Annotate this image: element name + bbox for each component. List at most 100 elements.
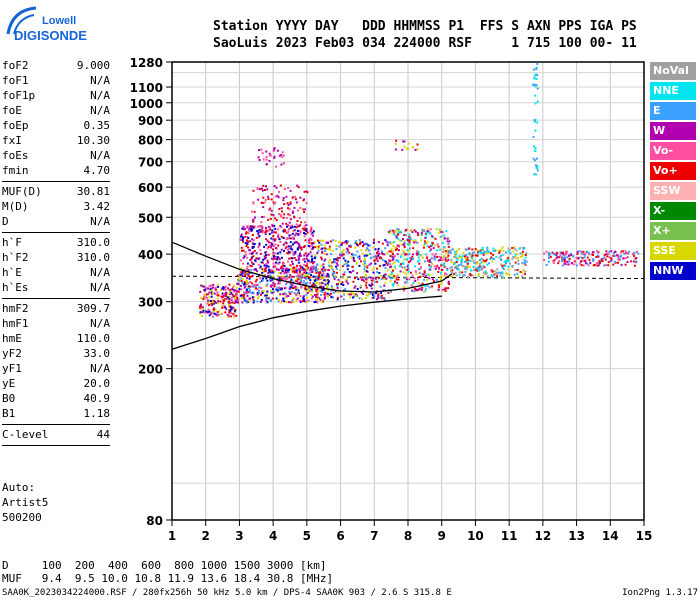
logo-line2: DIGISONDE [14, 28, 87, 43]
x-tick-label: 8 [404, 529, 412, 543]
echo-point [248, 287, 250, 290]
echo-point [354, 285, 357, 288]
echo-point [397, 260, 400, 263]
echo-point [623, 257, 626, 260]
echo-point [505, 261, 508, 264]
echo-point [484, 260, 487, 263]
echo-point [605, 253, 608, 256]
echo-point [457, 264, 460, 267]
echo-point [637, 252, 640, 255]
echo-point [412, 247, 415, 250]
echo-point [295, 269, 298, 272]
echo-point [403, 277, 406, 280]
echo-point [242, 237, 245, 240]
echo-point [220, 295, 223, 298]
echo-point [283, 188, 286, 190]
echo-point [247, 285, 250, 288]
echo-point [275, 297, 278, 300]
echo-point [545, 264, 548, 266]
echo-point [392, 245, 395, 248]
echo-point [327, 274, 330, 277]
echo-point [465, 266, 468, 269]
echo-point [342, 248, 345, 251]
echo-point [457, 268, 460, 271]
echo-point [330, 289, 333, 292]
echo-point [421, 233, 423, 236]
echo-point [439, 276, 442, 279]
echo-point [434, 256, 437, 259]
echo-point [276, 289, 279, 292]
echo-point [242, 293, 245, 296]
echo-point [345, 280, 348, 283]
echo-point [326, 272, 329, 275]
echo-point [336, 286, 339, 289]
echo-point [234, 298, 237, 301]
echo-point [426, 240, 429, 243]
echo-point [276, 290, 279, 293]
echo-point [306, 262, 309, 265]
echo-point [444, 290, 447, 292]
echo-point [297, 269, 300, 272]
echo-point [501, 264, 504, 267]
echo-point [205, 293, 208, 296]
echo-point [379, 274, 382, 277]
echo-point [318, 273, 321, 276]
echo-point [335, 267, 338, 270]
echo-point [495, 271, 498, 274]
echo-point [250, 265, 253, 268]
echo-point [244, 228, 246, 231]
echo-point [304, 282, 307, 285]
echo-point [303, 235, 306, 238]
echo-point [610, 259, 613, 262]
echo-point [365, 284, 367, 287]
echo-point [420, 254, 423, 257]
echo-point [417, 288, 420, 291]
echo-point [429, 232, 432, 235]
echo-point [411, 253, 414, 256]
echo-point [507, 268, 510, 271]
echo-point [305, 202, 308, 204]
echo-point [509, 252, 512, 255]
echo-point [392, 284, 395, 287]
echo-point [201, 311, 204, 314]
echo-point [259, 301, 262, 303]
echo-point [323, 244, 326, 247]
echo-point [208, 310, 211, 313]
echo-point [548, 254, 550, 257]
logo-line1: Lowell [42, 15, 76, 27]
echo-point [305, 277, 308, 280]
echo-point [277, 244, 280, 247]
echo-point [524, 270, 527, 273]
echo-point [316, 281, 319, 284]
echo-point [224, 311, 227, 314]
echo-point [257, 231, 260, 234]
header-values-cell: 2023 [275, 36, 308, 51]
echo-point [248, 226, 251, 229]
echo-point [346, 292, 349, 295]
echo-point [477, 274, 480, 277]
echo-point [345, 278, 348, 281]
echo-point [349, 293, 352, 296]
echo-point [331, 249, 334, 252]
echo-point [302, 282, 305, 285]
echo-point [399, 263, 402, 266]
echo-point [285, 217, 288, 219]
echo-point [337, 257, 339, 259]
echo-point [374, 248, 377, 251]
echo-point [295, 266, 298, 269]
echo-point [257, 198, 260, 201]
echo-point [425, 230, 428, 233]
echo-point [273, 155, 276, 158]
echo-point [315, 268, 318, 271]
y-tick-label: 1100 [130, 81, 163, 95]
echo-point [286, 225, 288, 228]
echo-point [523, 259, 526, 262]
echo-point [492, 258, 495, 261]
echo-point [241, 272, 244, 275]
echo-point [303, 260, 306, 263]
echo-point [317, 249, 320, 252]
echo-point [396, 259, 399, 262]
echo-point [248, 277, 251, 280]
echo-point [389, 277, 392, 280]
echo-point [307, 288, 310, 291]
